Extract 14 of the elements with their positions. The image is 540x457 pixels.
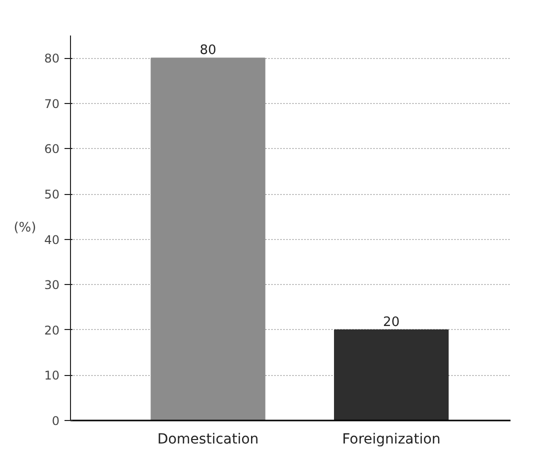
y-tick-label: 40 (44, 232, 60, 247)
data-label: 20 (383, 314, 400, 330)
y-tick-label: 10 (44, 368, 60, 383)
y-axis-title: (%) (14, 220, 36, 236)
y-tick-label: 20 (44, 323, 60, 338)
y-tick-label: 50 (44, 188, 60, 202)
data-label: 80 (200, 43, 216, 58)
y-tick-label: 30 (44, 278, 60, 292)
x-tick-label: Domestication (157, 432, 259, 448)
y-tick-label: 60 (44, 142, 60, 156)
y-tick-label: 80 (44, 52, 60, 66)
y-tick-label: 0 (52, 414, 60, 428)
y-tick-label: 70 (44, 96, 60, 111)
x-tick-label: Foreignization (342, 432, 441, 448)
